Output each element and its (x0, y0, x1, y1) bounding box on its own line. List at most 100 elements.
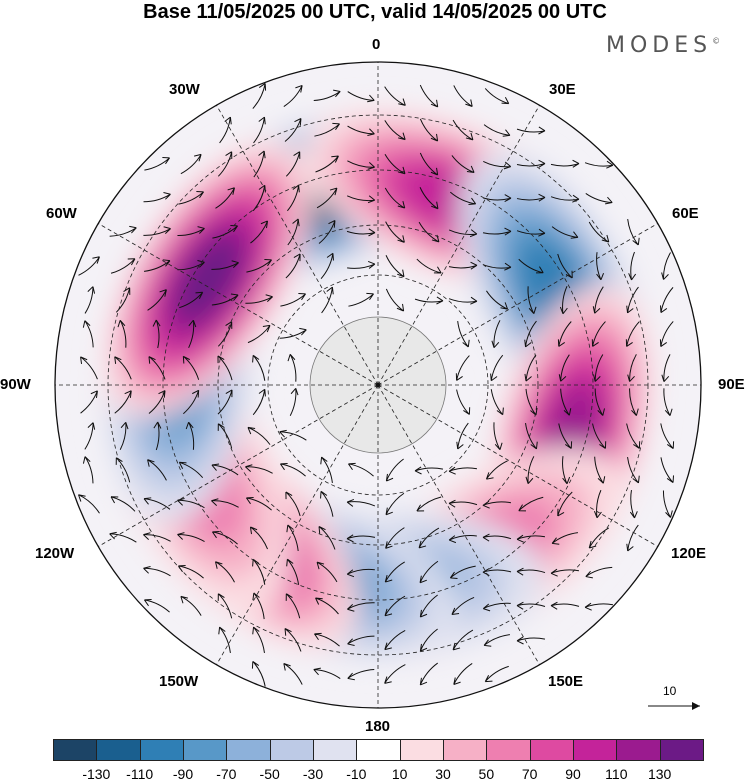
wind-vector (594, 388, 605, 416)
wind-vector (114, 390, 132, 414)
wind-vector (384, 629, 406, 651)
colorbar-tick-label: -50 (259, 766, 280, 782)
colorbar-swatch (139, 739, 184, 761)
wind-vector (347, 602, 375, 612)
colorbar-tick-label: 70 (521, 766, 538, 782)
wind-vector (559, 285, 568, 315)
wind-vector (560, 388, 572, 416)
reference-vector (648, 702, 700, 710)
graticule (55, 62, 701, 708)
wind-vector (180, 153, 202, 175)
wind-vector (177, 532, 205, 542)
wind-vector (347, 260, 376, 269)
wind-vector (451, 155, 475, 174)
colorbar-swatch (486, 739, 531, 761)
wind-vector (188, 319, 197, 349)
wind-vector (348, 292, 374, 307)
wind-vector (348, 462, 374, 477)
wind-vector (211, 260, 239, 270)
wind-vector (626, 524, 639, 552)
south-pole-marker (375, 382, 381, 388)
wind-vector (629, 388, 639, 416)
wind-vector (82, 320, 94, 348)
wind-vector (115, 287, 131, 313)
wind-vector (218, 626, 231, 653)
wind-vector (245, 464, 273, 474)
wind-vector (482, 262, 512, 271)
wind-vector (246, 258, 272, 273)
wind-vector (144, 156, 170, 171)
wind-vector (178, 461, 204, 479)
wind-vector (660, 423, 675, 449)
wind-vector (143, 497, 171, 510)
wind-vector (419, 152, 439, 176)
lon-label-30w: 30W (169, 81, 200, 98)
wind-vector (285, 593, 301, 619)
lon-label-30e: 30E (549, 81, 576, 98)
wind-vector (627, 354, 637, 382)
wind-vector (593, 354, 604, 382)
wind-vector (419, 560, 439, 584)
colorbar-tick-label: 50 (478, 766, 495, 782)
wind-vector (245, 294, 273, 304)
lon-label-150e: 150E (548, 673, 584, 690)
wind-vector (453, 85, 473, 108)
wind-vector (84, 422, 96, 450)
wind-vector (385, 527, 405, 549)
wind-vector (286, 558, 300, 585)
colorbar-swatch (573, 739, 618, 761)
wind-vector (217, 593, 233, 619)
wind-vector (493, 422, 503, 451)
wind-vector (414, 466, 444, 475)
wind-vector (490, 389, 504, 416)
wind-vector (147, 459, 167, 481)
wind-vector (384, 561, 405, 583)
colorbar-tick-label: -130 (82, 766, 111, 782)
wind-vector (385, 255, 405, 278)
wind-vector (80, 390, 98, 414)
wind-vector (484, 665, 509, 683)
map-boundary (54, 61, 702, 709)
wind-vector (448, 499, 478, 508)
wind-vector (659, 321, 674, 347)
wind-vector (247, 426, 271, 445)
wind-vector (320, 490, 334, 517)
wind-vector (114, 356, 132, 380)
wind-vector (249, 526, 269, 550)
reference-vector-label: 10 (663, 684, 677, 698)
wind-vector (347, 635, 375, 647)
wind-vector (592, 286, 604, 314)
wind-vector (217, 423, 233, 449)
wind-vector (659, 287, 674, 314)
wind-vector (596, 252, 605, 281)
wind-vector (252, 592, 265, 620)
wind-vector (551, 532, 578, 545)
wind-vector (80, 356, 98, 380)
wind-vector (287, 184, 300, 212)
wind-vector (414, 296, 444, 305)
wind-vector (384, 664, 406, 684)
wind-vector (558, 423, 573, 449)
colorbar-swatch (183, 739, 228, 761)
wind-vector (661, 354, 671, 382)
wind-vector (416, 496, 442, 512)
wind-vector (84, 286, 96, 314)
wind-vector (117, 319, 127, 348)
wind-vector (211, 498, 239, 508)
wind-vector (148, 356, 166, 380)
wind-vector (284, 118, 302, 142)
wind-vector (346, 534, 376, 543)
colorbar-tick-label: 90 (565, 766, 581, 782)
wind-vector (316, 561, 338, 583)
colorbar-swatch (529, 739, 574, 761)
wind-vector (285, 253, 301, 279)
wind-vector (626, 423, 641, 449)
wind-vector (143, 192, 171, 203)
wind-vector (320, 252, 334, 280)
wind-vector (287, 218, 300, 246)
wind-vector (419, 84, 439, 108)
wind-vector (661, 252, 671, 280)
colorbar-swatch (269, 739, 314, 761)
colorbar-tick-label: -70 (216, 766, 237, 782)
wind-vector (321, 286, 334, 314)
